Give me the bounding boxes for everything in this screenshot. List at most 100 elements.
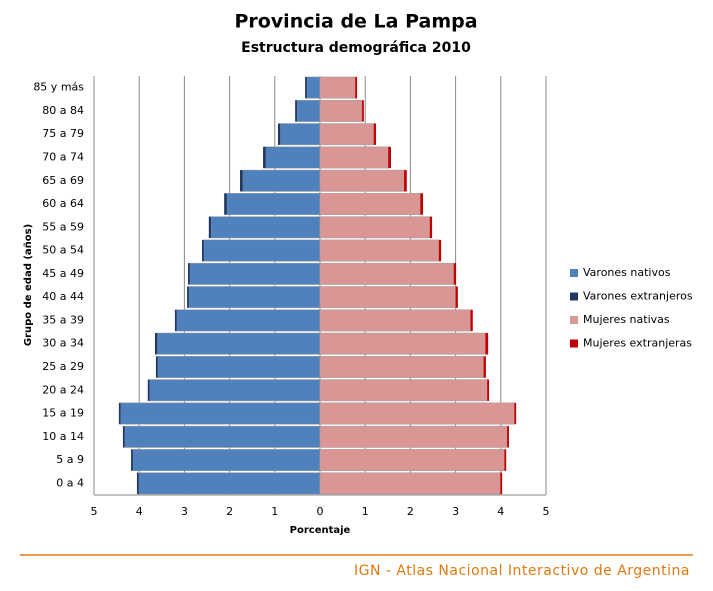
bar-segment — [122, 426, 125, 448]
bar-segment — [188, 263, 190, 285]
bar-segment — [319, 99, 363, 122]
bar-segment — [295, 100, 297, 122]
y-tick-label: 20 a 24 — [42, 383, 84, 396]
y-tick-label: 75 a 79 — [42, 127, 84, 140]
bar-segment — [319, 76, 356, 99]
y-tick-label: 30 a 34 — [42, 337, 84, 350]
bar-segment — [157, 356, 321, 378]
bar-segment — [242, 169, 321, 192]
bar-segment — [138, 472, 321, 495]
bar-segment — [319, 425, 508, 448]
bar-segment — [210, 216, 321, 239]
bar-segment — [319, 286, 456, 309]
y-tick-label: 85 y más — [33, 81, 84, 94]
bar-segment — [149, 379, 321, 402]
x-tick-label: 3 — [181, 505, 188, 518]
bar-segment — [132, 449, 321, 472]
bar-segment — [373, 123, 377, 145]
bar-segment — [265, 146, 321, 169]
bar-segment — [355, 76, 358, 99]
bar-segment — [483, 356, 486, 378]
bar-segment — [176, 309, 321, 332]
bar-segment — [388, 146, 391, 169]
x-tick-label: 0 — [317, 505, 324, 518]
x-tick-label: 4 — [497, 505, 504, 518]
bar-segment — [263, 146, 266, 169]
bar-segment — [208, 216, 212, 239]
bar-segment — [203, 239, 321, 262]
bar-segment — [319, 402, 515, 425]
y-tick-label: 40 a 44 — [42, 290, 84, 303]
bar-segment — [239, 170, 243, 192]
bar-segment — [319, 449, 505, 472]
footer: IGN - Atlas Nacional Interactivo de Arge… — [354, 563, 690, 579]
bar-segment — [319, 239, 440, 262]
legend-swatch — [570, 292, 578, 301]
bar-segment — [187, 286, 189, 308]
y-tick-label: 45 a 49 — [42, 267, 84, 280]
bar-segment — [485, 332, 489, 355]
x-tick-label: 5 — [543, 505, 550, 518]
chart-subtitle: Estructura demográfica 2010 — [241, 40, 471, 56]
x-tick-label: 2 — [226, 505, 233, 518]
legend-swatch — [570, 269, 578, 277]
legend-swatch — [570, 316, 578, 324]
bar-segment — [429, 216, 433, 239]
bar-segment — [188, 286, 321, 309]
bar-segment — [136, 472, 139, 495]
x-tick-label: 4 — [136, 505, 143, 518]
y-tick-label: 70 a 74 — [42, 150, 84, 163]
bar-segment — [124, 425, 321, 448]
bar-segment — [319, 379, 488, 402]
bar-segment — [500, 472, 503, 495]
bar-segment — [504, 449, 507, 471]
bar-segment — [226, 193, 321, 215]
bar-segment — [470, 309, 473, 332]
bar-segment — [277, 123, 281, 145]
y-tick-label: 65 a 69 — [42, 174, 84, 187]
bar-segment — [155, 332, 158, 355]
legend-label: Mujeres nativas — [583, 313, 670, 326]
bar-segment — [296, 99, 321, 122]
x-tick-label: 2 — [407, 505, 414, 518]
bar-segment — [224, 193, 227, 215]
y-axis-label: Grupo de edad (años) — [23, 224, 34, 346]
bar-segment — [319, 356, 484, 378]
y-tick-label: 80 a 84 — [42, 104, 84, 117]
bar-segment — [174, 309, 177, 332]
y-tick-label: 10 a 14 — [42, 430, 84, 443]
x-axis-label: Porcentaje — [290, 525, 351, 536]
bar-segment — [420, 193, 424, 215]
bar-segment — [147, 379, 150, 401]
y-tick-label: 25 a 29 — [42, 360, 84, 373]
bar-segment — [202, 239, 204, 262]
x-tick-label: 5 — [91, 505, 98, 518]
bar-segment — [514, 402, 517, 425]
legend-label: Varones nativos — [583, 266, 671, 279]
bar-segment — [306, 76, 321, 99]
legend-swatch — [570, 339, 578, 348]
bar-segment — [487, 379, 490, 401]
bar-segment — [362, 100, 364, 122]
bar-segment — [453, 263, 457, 285]
chart-title: Provincia de La Pampa — [234, 11, 477, 33]
bar-segment — [319, 193, 421, 215]
bar-segment — [455, 286, 458, 308]
bar-segment — [404, 170, 407, 192]
y-tick-label: 60 a 64 — [42, 197, 84, 210]
bar-segment — [157, 332, 321, 355]
legend-label: Mujeres extranjeras — [583, 337, 692, 350]
bar-segment — [319, 169, 405, 192]
bar-segment — [319, 262, 455, 285]
bar-segment — [319, 309, 471, 332]
bar-segment — [438, 239, 442, 262]
bar-segment — [319, 472, 501, 495]
bar-segment — [319, 123, 375, 146]
bar-segment — [131, 449, 133, 471]
x-tick-label: 3 — [452, 505, 459, 518]
y-tick-label: 35 a 39 — [42, 313, 84, 326]
y-tick-label: 55 a 59 — [42, 220, 84, 233]
bar-segment — [279, 123, 321, 146]
bar-segment — [305, 76, 307, 99]
